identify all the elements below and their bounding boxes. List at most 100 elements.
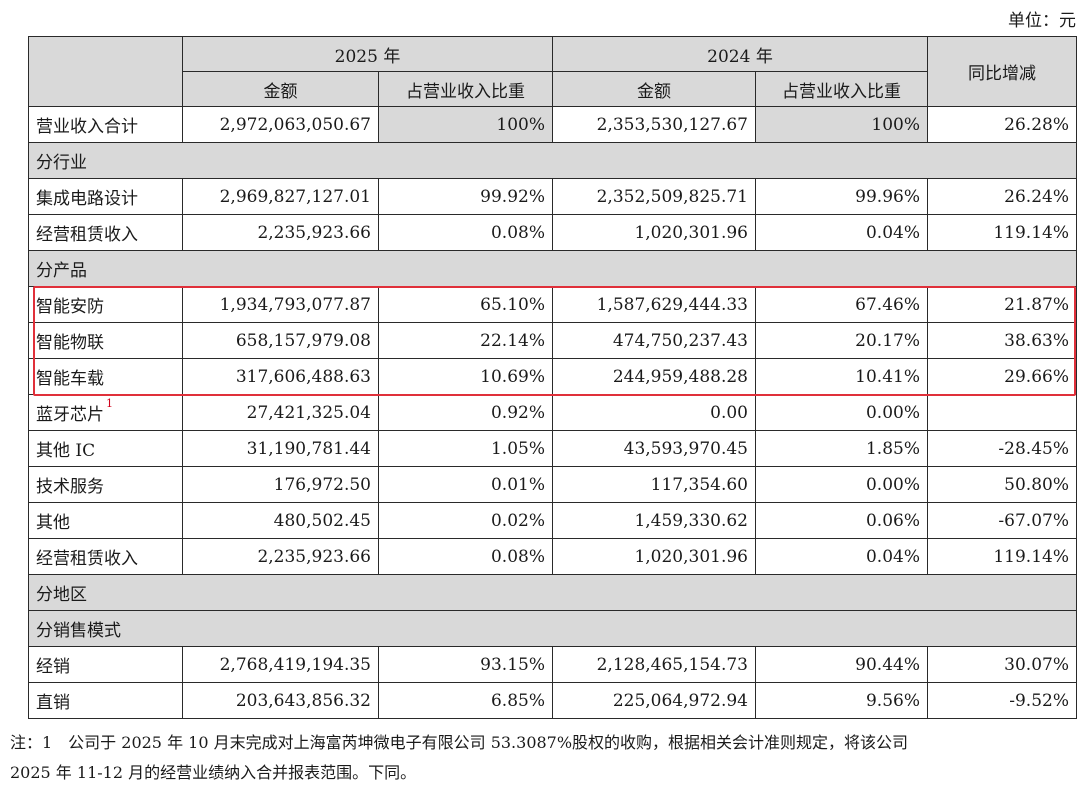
table-row: 智能车载 317,606,488.63 10.69% 244,959,488.2…	[28, 358, 1077, 395]
header-amount-2024: 金额	[552, 71, 756, 107]
yoy-change	[927, 394, 1077, 431]
yoy-change: 30.07%	[927, 646, 1077, 683]
amount-2025: 480,502.45	[182, 502, 379, 539]
row-label: 经营租赁收入	[28, 538, 183, 575]
amount-2024: 2,353,530,127.67	[552, 106, 756, 143]
section-region-row: 分地区	[28, 574, 1077, 611]
amount-2024: 1,459,330.62	[552, 502, 756, 539]
amount-2024: 1,587,629,444.33	[552, 286, 756, 323]
table-row: 经营租赁收入 2,235,923.66 0.08% 1,020,301.96 0…	[28, 214, 1077, 251]
row-label: 集成电路设计	[28, 178, 183, 215]
ratio-2024: 90.44%	[755, 646, 928, 683]
revenue-table: 2025 年 2024 年 同比增减 金额 占营业收入比重 金额 占营业收入比重…	[28, 36, 1077, 719]
row-label: 蓝牙芯片	[36, 405, 104, 425]
section-product: 分产品	[28, 250, 1077, 287]
amount-2025: 2,768,419,194.35	[182, 646, 379, 683]
ratio-2025: 65.10%	[378, 286, 553, 323]
yoy-change: 29.66%	[927, 358, 1077, 395]
header-amount-2025: 金额	[182, 71, 379, 107]
total-row: 营业收入合计 2,972,063,050.67 100% 2,353,530,1…	[28, 106, 1077, 143]
table-row: 蓝牙芯片1 27,421,325.04 0.92% 0.00 0.00%	[28, 394, 1077, 431]
ratio-2025: 0.08%	[378, 538, 553, 575]
header-ratio-2024: 占营业收入比重	[755, 71, 928, 107]
ratio-2025: 93.15%	[378, 646, 553, 683]
ratio-2024: 67.46%	[755, 286, 928, 323]
ratio-2024: 0.00%	[755, 466, 928, 503]
ratio-2024: 1.85%	[755, 430, 928, 467]
table-row: 经营租赁收入 2,235,923.66 0.08% 1,020,301.96 0…	[28, 538, 1077, 575]
amount-2024: 2,128,465,154.73	[552, 646, 756, 683]
yoy-change: 119.14%	[927, 214, 1077, 251]
amount-2025: 31,190,781.44	[182, 430, 379, 467]
header-blank-cell	[28, 36, 183, 107]
footnote-marker: 1	[106, 397, 113, 410]
yoy-change: 50.80%	[927, 466, 1077, 503]
amount-2024: 0.00	[552, 394, 756, 431]
table-row: 智能物联 658,157,979.08 22.14% 474,750,237.4…	[28, 322, 1077, 359]
amount-2025: 2,972,063,050.67	[182, 106, 379, 143]
section-sales-row: 分销售模式	[28, 610, 1077, 647]
ratio-2025: 0.08%	[378, 214, 553, 251]
table-row: 其他 IC 31,190,781.44 1.05% 43,593,970.45 …	[28, 430, 1077, 467]
yoy-change: -28.45%	[927, 430, 1077, 467]
table-row: 经销 2,768,419,194.35 93.15% 2,128,465,154…	[28, 646, 1077, 683]
row-label: 直销	[28, 682, 183, 719]
header-yoy: 同比增减	[927, 36, 1077, 107]
footnote: 注：1 公司于 2025 年 10 月末完成对上海富芮坤微电子有限公司 53.3…	[10, 728, 1076, 788]
amount-2025: 2,969,827,127.01	[182, 178, 379, 215]
amount-2024: 244,959,488.28	[552, 358, 756, 395]
header-year-2025: 2025 年	[182, 36, 553, 72]
yoy-change: 38.63%	[927, 322, 1077, 359]
amount-2025: 1,934,793,077.87	[182, 286, 379, 323]
yoy-change: 21.87%	[927, 286, 1077, 323]
amount-2025: 27,421,325.04	[182, 394, 379, 431]
header-year-2024: 2024 年	[552, 36, 928, 72]
ratio-2024: 0.06%	[755, 502, 928, 539]
amount-2025: 2,235,923.66	[182, 214, 379, 251]
table-row: 技术服务 176,972.50 0.01% 117,354.60 0.00% 5…	[28, 466, 1077, 503]
ratio-2024: 0.04%	[755, 214, 928, 251]
row-label: 经销	[28, 646, 183, 683]
row-label: 其他	[28, 502, 183, 539]
ratio-2025: 22.14%	[378, 322, 553, 359]
ratio-2024: 10.41%	[755, 358, 928, 395]
amount-2025: 2,235,923.66	[182, 538, 379, 575]
ratio-2025: 10.69%	[378, 358, 553, 395]
yoy-change: 26.28%	[927, 106, 1077, 143]
header-ratio-2025: 占营业收入比重	[378, 71, 553, 107]
row-label: 智能物联	[28, 322, 183, 359]
section-product-row: 分产品	[28, 250, 1077, 287]
section-industry: 分行业	[28, 142, 1077, 179]
table-row: 直销 203,643,856.32 6.85% 225,064,972.94 9…	[28, 682, 1077, 719]
row-label: 其他 IC	[28, 430, 183, 467]
amount-2025: 203,643,856.32	[182, 682, 379, 719]
table-row: 其他 480,502.45 0.02% 1,459,330.62 0.06% -…	[28, 502, 1077, 539]
amount-2024: 2,352,509,825.71	[552, 178, 756, 215]
section-industry-row: 分行业	[28, 142, 1077, 179]
row-label-cell: 蓝牙芯片1	[28, 394, 183, 431]
amount-2024: 474,750,237.43	[552, 322, 756, 359]
footnote-line-2: 2025 年 11-12 月的经营业绩纳入合并报表范围。下同。	[10, 763, 417, 782]
amount-2024: 43,593,970.45	[552, 430, 756, 467]
ratio-2025: 0.01%	[378, 466, 553, 503]
ratio-2025: 100%	[378, 106, 553, 143]
ratio-2025: 0.02%	[378, 502, 553, 539]
unit-label: 单位：元	[1008, 11, 1076, 31]
amount-2025: 176,972.50	[182, 466, 379, 503]
row-label: 智能车载	[28, 358, 183, 395]
yoy-change: 119.14%	[927, 538, 1077, 575]
amount-2024: 1,020,301.96	[552, 214, 756, 251]
yoy-change: -9.52%	[927, 682, 1077, 719]
footnote-line-1: 注：1 公司于 2025 年 10 月末完成对上海富芮坤微电子有限公司 53.3…	[10, 733, 909, 752]
section-region: 分地区	[28, 574, 1077, 611]
ratio-2025: 0.92%	[378, 394, 553, 431]
ratio-2024: 9.56%	[755, 682, 928, 719]
row-label: 经营租赁收入	[28, 214, 183, 251]
ratio-2025: 1.05%	[378, 430, 553, 467]
row-label: 技术服务	[28, 466, 183, 503]
amount-2024: 1,020,301.96	[552, 538, 756, 575]
table-row: 智能安防 1,934,793,077.87 65.10% 1,587,629,4…	[28, 286, 1077, 323]
amount-2025: 317,606,488.63	[182, 358, 379, 395]
ratio-2024: 20.17%	[755, 322, 928, 359]
section-sales: 分销售模式	[28, 610, 1077, 647]
